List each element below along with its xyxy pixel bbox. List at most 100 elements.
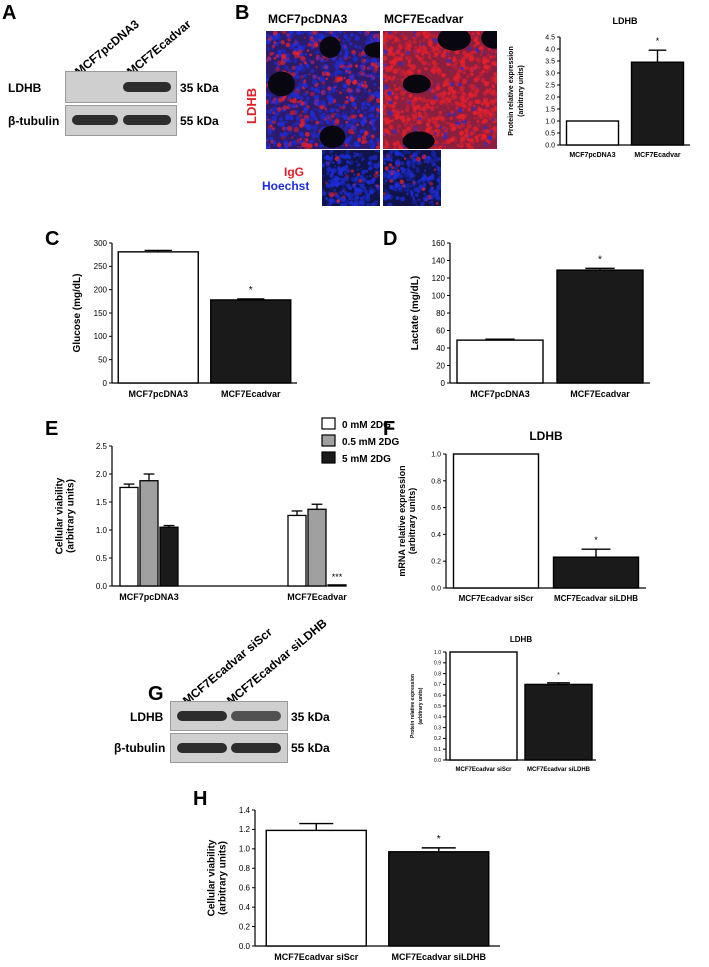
y-axis-label: (arbitrary units): [66, 479, 77, 553]
cell-dot: [464, 99, 468, 104]
cell-dot: [367, 89, 372, 93]
cell-dot: [301, 31, 304, 35]
cell-dot: [284, 126, 288, 131]
cell-dot: [265, 119, 268, 122]
cell-dot: [310, 43, 316, 49]
cell-dot: [430, 151, 437, 157]
blot-a-row-label: LDHB: [8, 81, 42, 95]
cell-dot: [346, 116, 353, 123]
y-tick-label: 0.6: [239, 884, 251, 893]
cell-dot: [475, 98, 480, 103]
cell-dot: [327, 86, 332, 91]
cell-dot: [388, 46, 394, 51]
cell-dot: [367, 133, 372, 138]
cell-dot: [364, 80, 367, 84]
cell-dot: [406, 126, 411, 131]
gap: [402, 131, 435, 151]
cell-dot: [352, 126, 357, 131]
cell-dot: [310, 91, 315, 97]
cell-dot: [301, 41, 304, 44]
cell-dot: [475, 117, 478, 120]
cell-dot: [419, 59, 425, 64]
bar: [452, 453, 540, 589]
cell-dot: [276, 60, 283, 66]
cell-dot: [320, 115, 325, 120]
cell-dot: [425, 122, 430, 127]
cell-dot: [337, 168, 341, 171]
cell-dot: [280, 67, 283, 70]
cell-dot: [329, 201, 331, 204]
cell-dot: [313, 36, 319, 42]
cell-dot: [443, 109, 445, 112]
cell-dot: [488, 142, 491, 145]
cell-dot: [428, 167, 431, 170]
cell-dot: [419, 179, 422, 182]
cell-dot: [367, 161, 372, 166]
cell-dot: [314, 108, 317, 111]
cell-dot: [314, 84, 318, 88]
cell-dot: [478, 46, 483, 51]
cell-dot: [284, 145, 289, 150]
cell-dot: [434, 131, 437, 135]
cell-dot: [359, 198, 365, 205]
cell-dot: [271, 51, 274, 55]
bar: [117, 251, 199, 384]
cell-dot: [382, 161, 386, 166]
cell-dot: [449, 116, 453, 121]
cell-dot: [423, 111, 427, 115]
cell-dot: [400, 161, 405, 166]
cell-dot: [385, 156, 391, 162]
cell-dot: [352, 56, 359, 62]
cell-dot: [470, 138, 475, 143]
cell-dot: [375, 171, 379, 175]
cell-dot: [488, 129, 492, 132]
cell-dot: [314, 75, 318, 79]
cell-dot: [457, 108, 463, 113]
cell-dot: [393, 84, 396, 87]
cell-dot: [332, 167, 336, 172]
cell-dot: [343, 53, 349, 59]
cell-dot: [372, 162, 377, 167]
cell-dot: [408, 93, 413, 99]
cell-dot: [459, 85, 465, 91]
cell-dot: [269, 98, 272, 101]
cell-dot: [382, 43, 388, 49]
cell-dot: [352, 114, 357, 119]
cell-dot: [357, 83, 361, 87]
cell-dot: [405, 50, 410, 55]
cell-dot: [301, 59, 305, 64]
cell-dot: [382, 73, 388, 79]
cell-dot: [441, 72, 445, 76]
cell-dot: [480, 78, 486, 83]
cell-dot: [267, 48, 271, 51]
cell-dot: [314, 31, 317, 34]
cell-dot: [375, 94, 378, 97]
cell-dot: [369, 39, 372, 41]
cell-dot: [285, 113, 291, 119]
cell-dot: [267, 109, 273, 115]
cell-dot: [376, 110, 380, 115]
cell-dot: [389, 179, 393, 183]
cell-dot: [491, 91, 494, 93]
cell-dot: [374, 36, 380, 43]
cell-dot: [276, 107, 282, 112]
cell-dot: [392, 128, 398, 134]
cell-dot: [291, 92, 295, 95]
cell-dot: [330, 72, 335, 78]
y-axis-label: (arbitrary units): [518, 65, 525, 117]
cell-dot: [299, 64, 304, 68]
cell-dot: [398, 45, 403, 50]
cell-dot: [430, 100, 436, 106]
cell-dot: [388, 31, 392, 35]
cell-dot: [390, 60, 397, 66]
cell-dot: [304, 131, 310, 137]
cell-dot: [434, 124, 438, 128]
cell-dot: [362, 177, 366, 181]
cell-dot: [341, 177, 345, 181]
cell-dot: [326, 114, 332, 120]
cell-dot: [306, 35, 309, 38]
cell-dot: [385, 65, 389, 70]
cell-dot: [474, 135, 479, 140]
cell-dot: [414, 123, 417, 126]
cell-dot: [381, 104, 387, 110]
